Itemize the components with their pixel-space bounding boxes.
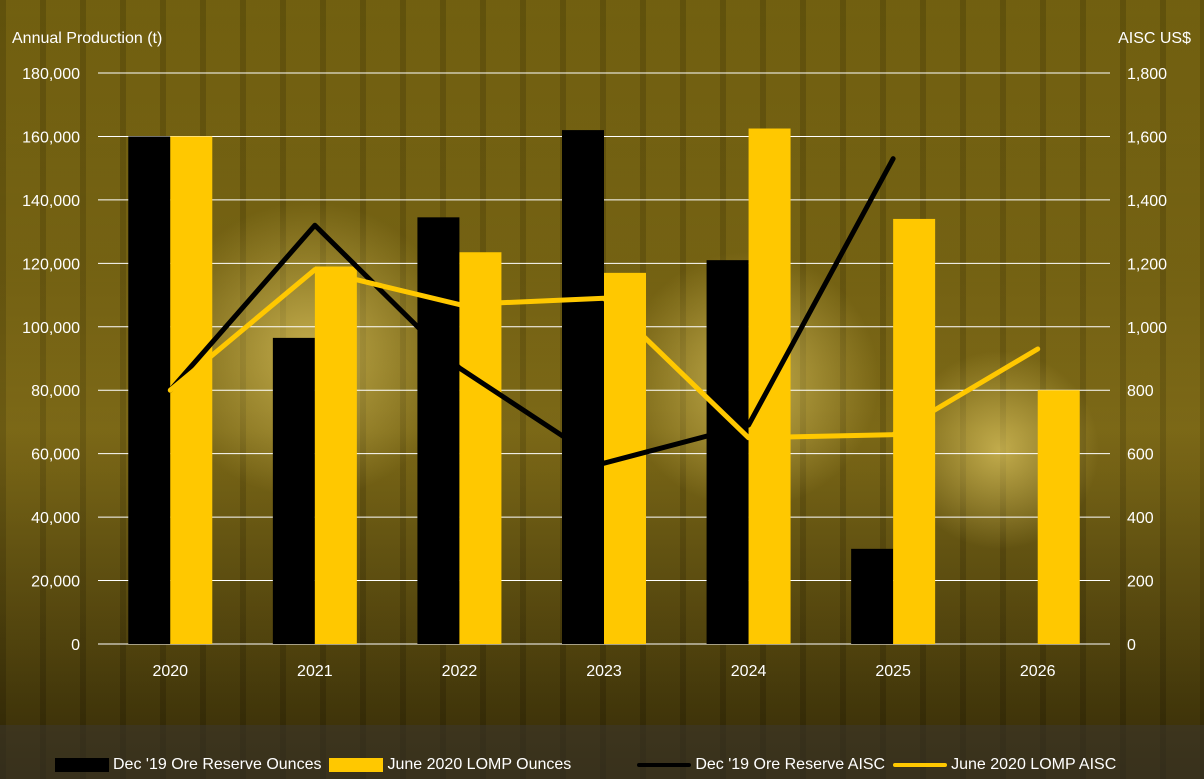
left-axis-tick-label: 0 (71, 637, 80, 654)
bar-dec-ounces (706, 260, 749, 644)
x-axis-tick-label: 2024 (731, 663, 767, 680)
legend-label-june-aisc: June 2020 LOMP AISC (951, 756, 1117, 773)
line-dec-aisc (167, 156, 896, 466)
right-axis-tick-label: 1,800 (1127, 66, 1167, 83)
legend-item-dec-aisc: Dec '19 Ore Reserve AISC (637, 756, 885, 774)
legend-row: Dec '19 Ore Reserve Ounces June 2020 LOM… (55, 755, 1124, 775)
bar-june-ounces (459, 252, 502, 644)
bar-dec-ounces (417, 217, 460, 644)
legend-label-dec-ounces: Dec '19 Ore Reserve Ounces (113, 756, 322, 773)
right-axis-tick-label: 600 (1127, 447, 1154, 464)
legend-swatch-dec-ounces (55, 758, 109, 772)
bar-dec-ounces (851, 548, 894, 644)
left-axis-tick-label: 140,000 (22, 193, 80, 210)
x-axis-tick-label: 2023 (586, 663, 622, 680)
bar-june-ounces (1037, 390, 1080, 644)
legend-swatch-dec-aisc (637, 763, 692, 767)
x-axis-tick-label: 2026 (1020, 663, 1056, 680)
right-axis-tick-label: 1,600 (1127, 129, 1167, 146)
left-axis-tick-label: 120,000 (22, 256, 80, 273)
legend-item-june-ounces: June 2020 LOMP Ounces (329, 756, 571, 774)
legend-item-june-aisc: June 2020 LOMP AISC (893, 756, 1116, 774)
right-axis-tick-label: 1,400 (1127, 193, 1167, 210)
bar-june-ounces (314, 266, 357, 644)
left-axis-tick-label: 100,000 (22, 320, 80, 337)
right-axis-tick-label: 200 (1127, 574, 1154, 591)
legend-swatch-june-aisc (893, 763, 948, 767)
left-axis-tick-label: 40,000 (31, 510, 80, 527)
bar-dec-ounces (272, 337, 315, 644)
left-axis-tick-label: 20,000 (31, 574, 80, 591)
left-axis-tick-label: 60,000 (31, 447, 80, 464)
left-axis-tick-label: 80,000 (31, 383, 80, 400)
right-axis-tick-label: 1,200 (1127, 256, 1167, 273)
right-axis-tick-label: 0 (1127, 637, 1136, 654)
right-axis-tick-label: 1,000 (1127, 320, 1167, 337)
right-axis-tick-label: 400 (1127, 510, 1154, 527)
x-axis-tick-label: 2025 (875, 663, 911, 680)
left-axis-tick-label: 180,000 (22, 66, 80, 83)
bar-june-ounces (170, 136, 213, 644)
legend-label-dec-aisc: Dec '19 Ore Reserve AISC (695, 756, 886, 773)
left-axis-tick-label: 160,000 (22, 129, 80, 146)
legend-swatch-june-ounces (329, 758, 384, 772)
bar-dec-ounces (128, 136, 171, 644)
bar-dec-ounces (562, 130, 604, 645)
right-axis-tick-label: 800 (1127, 383, 1154, 400)
left-axis-title: Annual Production (t) (12, 30, 163, 47)
legend-label-june-ounces: June 2020 LOMP Ounces (387, 756, 572, 773)
legend: Dec '19 Ore Reserve Ounces June 2020 LOM… (0, 725, 1204, 779)
x-axis-tick-label: 2022 (442, 663, 478, 680)
right-axis-title: AISC US$ (1118, 30, 1191, 47)
legend-item-dec-ounces: Dec '19 Ore Reserve Ounces (55, 756, 321, 774)
x-axis-tick-label: 2021 (297, 663, 333, 680)
x-axis-tick-label: 2020 (152, 663, 188, 680)
